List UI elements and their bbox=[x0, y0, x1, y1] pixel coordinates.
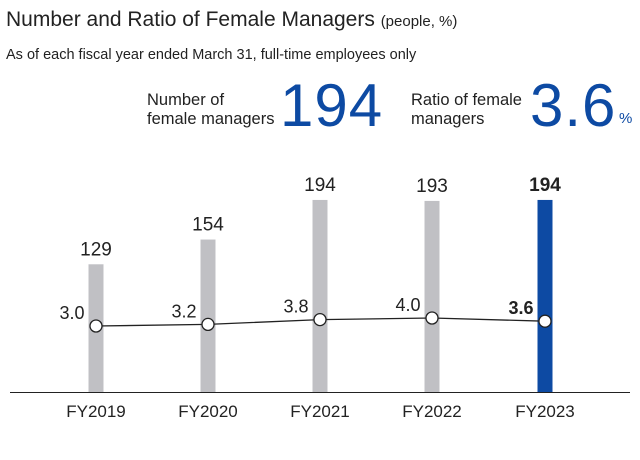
ratio-point bbox=[89, 319, 103, 333]
ratio-value-label: 3.6 bbox=[508, 298, 533, 318]
ratio-value-label: 3.0 bbox=[59, 303, 84, 323]
chart-title-unit: (people, %) bbox=[380, 13, 458, 30]
x-tick-label: FY2020 bbox=[178, 402, 238, 421]
bar-fy2023 bbox=[537, 199, 553, 392]
kpi-count-label: Number of female managers bbox=[147, 91, 275, 128]
ratio-value-label: 3.2 bbox=[171, 301, 196, 321]
x-tick-label: FY2019 bbox=[66, 402, 126, 421]
chart-title: Number and Ratio of Female Managers (peo… bbox=[6, 8, 457, 32]
kpi-ratio-unit: % bbox=[619, 110, 633, 127]
ratio-point bbox=[538, 314, 552, 328]
x-tick-label: FY2021 bbox=[290, 402, 350, 421]
ratio-point bbox=[201, 317, 215, 332]
chart-title-text: Number and Ratio of Female Managers bbox=[6, 8, 375, 31]
x-tick-label: FY2023 bbox=[515, 402, 575, 421]
kpi-count-value: 194 bbox=[280, 72, 384, 139]
bar-value-label: 129 bbox=[80, 239, 112, 260]
chart-subtitle: As of each fiscal year ended March 31, f… bbox=[6, 47, 417, 63]
bar-fy2020 bbox=[200, 239, 216, 392]
x-tick-label: FY2022 bbox=[402, 402, 462, 421]
bar-value-label: 193 bbox=[416, 176, 448, 197]
ratio-point bbox=[425, 311, 439, 325]
ratio-point bbox=[313, 312, 327, 327]
kpi-ratio-label: Ratio of female managers bbox=[411, 91, 522, 128]
kpi-ratio-value: 3.6 bbox=[530, 72, 617, 139]
bar-fy2022 bbox=[424, 200, 440, 392]
bar-value-label: 154 bbox=[192, 215, 224, 236]
ratio-value-label: 4.0 bbox=[395, 295, 420, 315]
bar-value-label: 194 bbox=[529, 175, 561, 196]
ratio-value-label: 3.8 bbox=[283, 297, 308, 317]
bar-value-label: 194 bbox=[304, 175, 336, 196]
bar-fy2021 bbox=[312, 199, 328, 392]
